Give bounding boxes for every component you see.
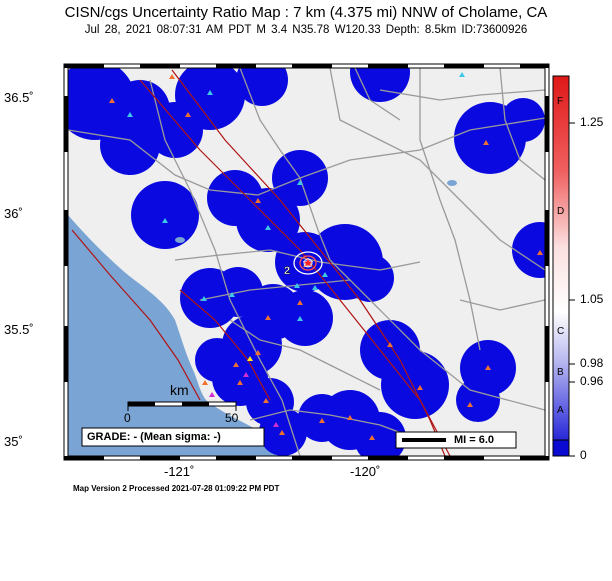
colorbar-grade: D xyxy=(557,206,565,217)
mi-legend-frame xyxy=(395,431,517,449)
colorbar-grade: F xyxy=(557,96,564,107)
seismic-stations xyxy=(127,72,465,427)
map-subtitle: Jul 28, 2021 08:07:31 AM PDT M 3.4 N35.7… xyxy=(84,24,528,36)
lon-label: -121˚ xyxy=(164,464,195,479)
scale-unit: km xyxy=(170,382,189,398)
lat-label: 35.5˚ xyxy=(4,322,34,337)
colorbar-value: 0.98 xyxy=(580,356,604,370)
uncertainty-blobs xyxy=(68,68,545,456)
mi-legend-text: MI = 6.0 xyxy=(454,434,495,446)
ocean-area xyxy=(68,215,290,456)
scale-end: 50 xyxy=(225,411,239,425)
lake xyxy=(447,180,457,186)
grade-box-frame xyxy=(81,427,265,447)
colorbar-grade: C xyxy=(557,326,565,337)
colorbar xyxy=(552,75,575,457)
colorbar-value: 1.05 xyxy=(580,292,604,306)
road-network xyxy=(68,68,545,456)
map-frame xyxy=(63,63,550,461)
lat-label: 36˚ xyxy=(4,206,23,221)
colorbar-grade: A xyxy=(557,405,564,416)
epicenter-contours xyxy=(293,251,323,275)
lat-label: 36.5˚ xyxy=(4,90,34,105)
map-area: 2 xyxy=(68,68,545,456)
processing-footer: Map Version 2 Processed 2021-07-28 01:09… xyxy=(73,484,280,493)
lat-label: 35˚ xyxy=(4,434,23,449)
colorbar-value: 1.25 xyxy=(580,115,604,129)
colorbar-value: 0 xyxy=(580,448,587,462)
colorbar-value: 0.96 xyxy=(580,374,604,388)
colorbar-grade: B xyxy=(557,367,564,378)
scale-bar xyxy=(127,401,237,411)
lake xyxy=(175,237,185,243)
grade-text: GRADE: - (Mean sigma: -) xyxy=(87,431,221,443)
epicenter-star xyxy=(302,257,314,268)
fault-lines xyxy=(71,69,451,456)
lon-label: -120˚ xyxy=(350,464,381,479)
contour-label: 2 xyxy=(284,265,290,277)
map-title: CISN/cgs Uncertainty Ratio Map : 7 km (4… xyxy=(64,4,548,21)
scale-start: 0 xyxy=(124,411,131,425)
